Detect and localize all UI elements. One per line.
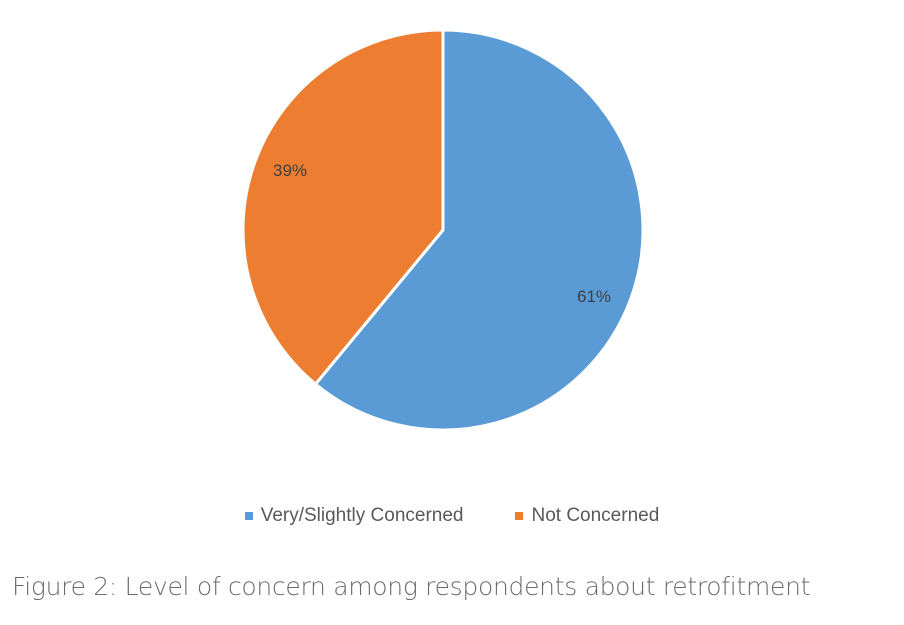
pie-slice-not-concerned bbox=[241, 28, 445, 387]
data-label-very-slightly-concerned: 61% bbox=[577, 287, 611, 306]
data-label-not-concerned: 39% bbox=[273, 161, 307, 180]
legend-item-very-slightly-concerned: Very/Slightly Concerned bbox=[244, 505, 464, 527]
pie-chart: 61% 39% bbox=[241, 28, 645, 432]
figure-caption: Figure 2: Level of concern among respond… bbox=[12, 572, 811, 601]
pie-slice-very-slightly-concerned bbox=[313, 28, 645, 432]
legend-swatch-icon bbox=[244, 512, 253, 520]
legend-label: Very/Slightly Concerned bbox=[260, 505, 464, 526]
chart-legend: Very/Slightly Concerned Not Concerned bbox=[0, 505, 904, 527]
legend-label: Not Concerned bbox=[531, 505, 660, 526]
legend-item-not-concerned: Not Concerned bbox=[515, 505, 659, 527]
legend-swatch-icon bbox=[515, 512, 524, 520]
